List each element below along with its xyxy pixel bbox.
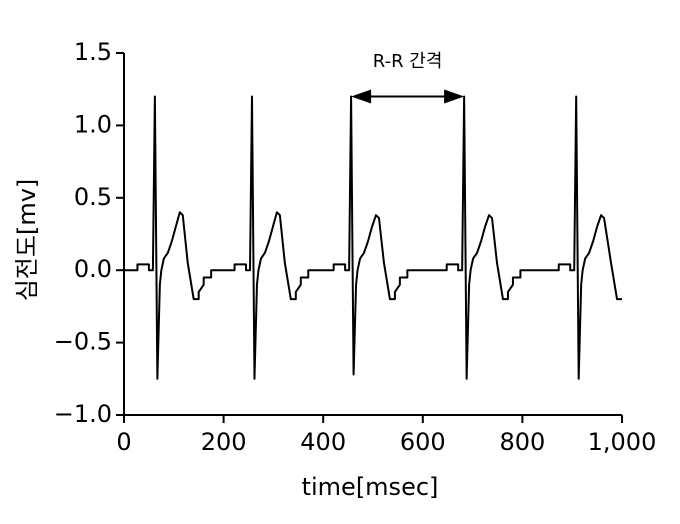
y-tick-label: 0.0 [74, 255, 112, 283]
ecg-line [124, 95, 622, 380]
annotation-label: R-R 간격 [373, 51, 443, 72]
arrow-head [444, 89, 465, 104]
y-tick-label: −1.0 [54, 400, 112, 428]
x-tick-label: 1,000 [588, 428, 657, 456]
y-tick-label: 1.0 [74, 110, 112, 138]
x-tick-label: 0 [116, 428, 131, 456]
x-tick-label: 600 [400, 428, 446, 456]
x-axis-label: time[msec] [302, 473, 439, 501]
y-tick-label: 1.5 [74, 38, 112, 66]
y-tick-label: 0.5 [74, 183, 112, 211]
x-tick-label: 400 [300, 428, 346, 456]
arrow-head [351, 89, 372, 104]
y-tick-label: −0.5 [54, 328, 112, 356]
x-tick-label: 200 [201, 428, 247, 456]
y-axis-label: 심전도[mv] [13, 179, 41, 302]
x-tick-label: 800 [499, 428, 545, 456]
